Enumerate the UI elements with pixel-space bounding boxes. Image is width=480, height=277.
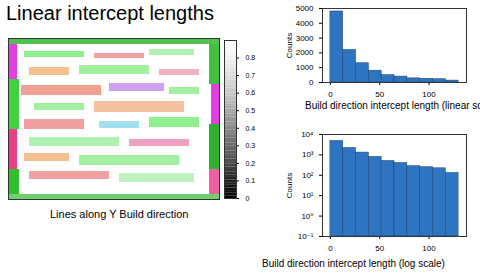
svg-text:0.8: 0.8 bbox=[246, 54, 256, 61]
svg-text:10⁰: 10⁰ bbox=[301, 212, 313, 221]
svg-text:10²: 10² bbox=[302, 171, 314, 180]
svg-text:0.4: 0.4 bbox=[246, 125, 256, 132]
html-text:Lines along Y Build direction: Lines along Y Build direction bbox=[50, 208, 189, 220]
svg-text:50: 50 bbox=[375, 90, 384, 99]
svg-text:0.5: 0.5 bbox=[246, 107, 256, 114]
svg-text:2000: 2000 bbox=[296, 48, 314, 57]
svg-text:100: 100 bbox=[422, 90, 436, 99]
svg-text:0.1: 0.1 bbox=[246, 177, 256, 184]
svg-text:0.6: 0.6 bbox=[246, 89, 256, 96]
svg-text:0.7: 0.7 bbox=[246, 72, 256, 79]
html-text:Build direction intercept leng: Build direction intercept length (log sc… bbox=[262, 258, 445, 269]
svg-text:0: 0 bbox=[328, 90, 333, 99]
svg-text:10¹: 10¹ bbox=[302, 191, 314, 200]
svg-text:0: 0 bbox=[309, 78, 314, 87]
svg-text:0.2: 0.2 bbox=[246, 160, 256, 167]
html-text:Linear intercept lengths: Linear intercept lengths bbox=[6, 2, 214, 24]
svg-text:100: 100 bbox=[422, 244, 436, 253]
svg-text:4000: 4000 bbox=[296, 19, 314, 28]
svg-text:Counts: Counts bbox=[285, 173, 294, 198]
svg-text:5000: 5000 bbox=[296, 4, 314, 13]
svg-text:Counts: Counts bbox=[285, 33, 294, 58]
svg-text:0: 0 bbox=[246, 195, 250, 202]
svg-text:10⁴: 10⁴ bbox=[301, 130, 314, 139]
svg-text:3000: 3000 bbox=[296, 34, 314, 43]
svg-text:10⁻¹: 10⁻¹ bbox=[298, 232, 314, 241]
svg-text:50: 50 bbox=[375, 244, 384, 253]
svg-text:0: 0 bbox=[328, 244, 333, 253]
svg-text:0.3: 0.3 bbox=[246, 142, 256, 149]
svg-text:1000: 1000 bbox=[296, 63, 314, 72]
svg-text:10³: 10³ bbox=[302, 150, 314, 159]
